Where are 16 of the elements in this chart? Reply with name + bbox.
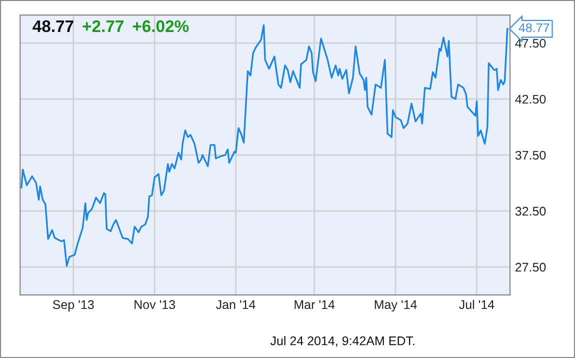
y-tick-label: 47.50 <box>515 38 546 48</box>
y-tick-label: 42.50 <box>515 94 546 104</box>
y-tick-label: 27.50 <box>516 262 546 272</box>
x-tick-label: Nov '13 <box>134 300 176 310</box>
x-tick-label: Sep '13 <box>52 300 94 312</box>
annotation: +6.02% <box>132 20 189 32</box>
x-tick-label: Jul '14 <box>459 300 494 310</box>
chart-title: 48.77 <box>32 20 74 32</box>
annotation: +2.77 <box>82 20 124 32</box>
y-tick-label: 32.50 <box>515 206 546 216</box>
y-tick-label: 37.50 <box>515 150 546 160</box>
text: Jul 24 2014, 9:42AM EDT. <box>270 336 414 347</box>
x-tick-label: May '14 <box>374 300 417 312</box>
x-tick-label: Jan '14 <box>216 300 256 310</box>
annotation: 48.77 <box>518 23 550 32</box>
x-tick-label: Mar '14 <box>294 300 335 310</box>
